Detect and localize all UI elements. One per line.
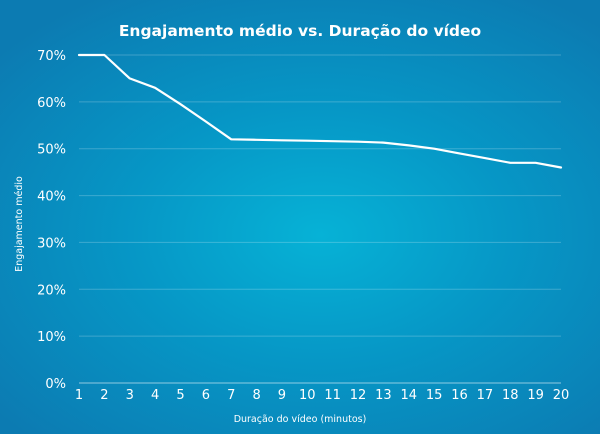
- x-tick-label: 10: [299, 388, 316, 403]
- data-point: [331, 139, 335, 143]
- y-tick-label: 0%: [45, 377, 66, 392]
- y-axis-label: Engajamento médio: [14, 176, 25, 272]
- x-tick-label: 12: [350, 388, 367, 403]
- y-tick-label: 20%: [37, 283, 66, 298]
- y-tick-label: 50%: [37, 143, 66, 158]
- x-tick-label: 9: [278, 388, 286, 403]
- data-point: [407, 143, 411, 147]
- y-tick-label: 70%: [37, 49, 66, 64]
- data-point: [458, 151, 462, 155]
- x-tick-label: 13: [375, 388, 392, 403]
- x-tick-label: 18: [502, 388, 519, 403]
- series-line: [77, 53, 563, 169]
- grid-layer: [79, 54, 561, 384]
- y-tick-label: 30%: [37, 236, 66, 251]
- y-tick-label: 40%: [37, 190, 66, 205]
- data-point: [483, 156, 487, 160]
- y-tick-labels: 0% 10% 20% 30% 40% 50% 60% 70%: [37, 49, 66, 392]
- data-point: [128, 76, 132, 80]
- x-tick-label: 1: [75, 388, 83, 403]
- data-point: [508, 161, 512, 165]
- data-point: [77, 53, 81, 57]
- y-tick-label: 60%: [37, 96, 66, 111]
- x-tick-label: 7: [227, 388, 235, 403]
- x-tick-label: 2: [100, 388, 108, 403]
- data-point: [280, 138, 284, 142]
- x-tick-label: 4: [151, 388, 159, 403]
- x-tick-label: 16: [451, 388, 468, 403]
- x-tick-label: 3: [126, 388, 134, 403]
- x-axis-label: Duração do vídeo (minutos): [234, 414, 367, 425]
- data-point: [153, 86, 157, 90]
- data-point: [356, 140, 360, 144]
- x-tick-label: 17: [477, 388, 494, 403]
- series-layer: [77, 53, 563, 169]
- y-tick-label: 10%: [37, 330, 66, 345]
- x-tick-label: 15: [426, 388, 443, 403]
- data-point: [534, 161, 538, 165]
- data-point: [255, 138, 259, 142]
- x-tick-label: 8: [252, 388, 260, 403]
- x-tick-label: 11: [324, 388, 341, 403]
- x-tick-label: 6: [202, 388, 210, 403]
- data-point: [204, 120, 208, 124]
- data-point: [381, 141, 385, 145]
- x-tick-label: 20: [553, 388, 570, 403]
- x-tick-label: 19: [527, 388, 544, 403]
- data-point: [305, 139, 309, 143]
- data-point: [559, 165, 563, 169]
- data-point: [229, 137, 233, 141]
- x-tick-label: 5: [176, 388, 184, 403]
- data-point: [432, 147, 436, 151]
- data-point: [102, 53, 106, 57]
- chart-title: Engajamento médio vs. Duração do vídeo: [119, 22, 481, 40]
- data-point: [178, 102, 182, 106]
- x-tick-labels: 1 2 3 4 5 6 7 8 9 10 11 12 13 14 15 16 17 18 19 20: [75, 388, 569, 403]
- x-tick-label: 14: [401, 388, 418, 403]
